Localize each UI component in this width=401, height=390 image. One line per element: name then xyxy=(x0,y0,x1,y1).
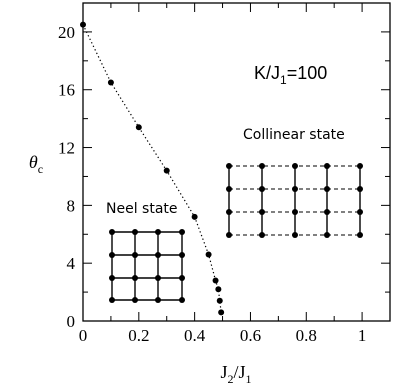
x-tick-label: 0.6 xyxy=(240,326,261,345)
neel-site xyxy=(132,229,138,235)
collinear-lattice-sites xyxy=(226,163,363,238)
data-point xyxy=(215,286,222,293)
x-axis-title: J2/J1 xyxy=(220,362,251,386)
neel-site xyxy=(155,229,161,235)
neel-site xyxy=(155,297,161,303)
data-point xyxy=(216,297,223,304)
x-axis-title-sub1: 2 xyxy=(228,372,234,386)
x-tick-label: 0.8 xyxy=(296,326,317,345)
collinear-site xyxy=(357,232,363,238)
neel-site xyxy=(132,297,138,303)
neel-site xyxy=(109,229,115,235)
y-axis-title: θc xyxy=(29,152,43,176)
collinear-site xyxy=(324,232,330,238)
annotation-param: K/J1=100 xyxy=(254,63,327,87)
data-point xyxy=(191,213,198,220)
y-tick-label: 20 xyxy=(58,23,75,42)
data-point xyxy=(135,124,142,131)
collinear-site xyxy=(357,209,363,215)
neel-lattice-illustration xyxy=(111,231,183,301)
series-points xyxy=(80,21,225,316)
x-axis-title-main: J xyxy=(220,362,227,382)
data-point xyxy=(218,309,225,316)
data-point xyxy=(107,79,114,86)
collinear-site xyxy=(324,186,330,192)
x-tick-label: 1 xyxy=(358,326,367,345)
plot-frame xyxy=(82,2,391,322)
collinear-site xyxy=(226,232,232,238)
collinear-site xyxy=(292,209,298,215)
axis-ticks xyxy=(82,2,391,322)
collinear-site xyxy=(292,186,298,192)
collinear-site xyxy=(357,163,363,169)
neel-site xyxy=(155,275,161,281)
x-axis-title-slash: /J xyxy=(234,362,246,382)
x-tick-label: 0 xyxy=(79,326,88,345)
y-tick-label: 8 xyxy=(67,196,76,215)
neel-site xyxy=(109,275,115,281)
collinear-site xyxy=(259,186,265,192)
neel-site xyxy=(179,297,185,303)
data-point xyxy=(163,167,170,174)
collinear-site xyxy=(259,163,265,169)
y-tick-label: 12 xyxy=(58,139,75,158)
collinear-site xyxy=(226,163,232,169)
collinear-site xyxy=(324,209,330,215)
y-tick-label: 0 xyxy=(67,312,76,331)
collinear-site xyxy=(259,209,265,215)
collinear-site xyxy=(292,163,298,169)
neel-site xyxy=(155,252,161,258)
neel-site xyxy=(179,229,185,235)
neel-site xyxy=(179,275,185,281)
neel-site xyxy=(109,297,115,303)
annotation-param-rest: =100 xyxy=(287,63,328,83)
y-axis-title-main: θ xyxy=(29,152,38,172)
data-point xyxy=(212,277,219,284)
data-point xyxy=(205,251,212,258)
neel-site xyxy=(132,275,138,281)
x-axis-title-sub2: 1 xyxy=(246,372,252,386)
collinear-site xyxy=(226,186,232,192)
annotation-param-sub: 1 xyxy=(280,73,287,87)
neel-site xyxy=(179,252,185,258)
series-line xyxy=(82,24,222,313)
annotation-param-main: K/J xyxy=(254,63,280,83)
neel-site xyxy=(132,252,138,258)
neel-lattice-sites xyxy=(109,229,185,303)
collinear-lattice-illustration xyxy=(228,165,361,236)
collinear-site xyxy=(292,232,298,238)
annotation-neel: Neel state xyxy=(106,201,178,217)
collinear-site xyxy=(324,163,330,169)
x-tick-label: 0.2 xyxy=(128,326,149,345)
collinear-site xyxy=(226,209,232,215)
annotation-collinear: Collinear state xyxy=(243,127,345,143)
y-axis-title-sub: c xyxy=(38,162,43,176)
collinear-site xyxy=(259,232,265,238)
collinear-site xyxy=(357,186,363,192)
data-point xyxy=(80,21,86,28)
y-tick-label: 16 xyxy=(58,81,75,100)
tick-labels: 0 0.2 0.4 0.6 0.8 1 0 4 8 12 16 20 xyxy=(58,23,366,345)
neel-site xyxy=(109,252,115,258)
y-tick-label: 4 xyxy=(67,254,76,273)
x-tick-label: 0.4 xyxy=(184,326,206,345)
